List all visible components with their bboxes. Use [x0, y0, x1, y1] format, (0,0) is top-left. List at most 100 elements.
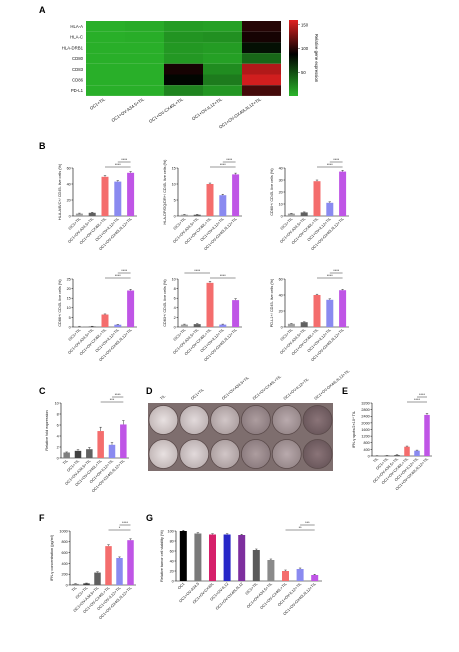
heatmap-cell	[203, 21, 242, 32]
heatmap-column-label: OC1+OV-A34.5+TIL	[111, 96, 146, 123]
bar	[86, 449, 93, 458]
panel-letter-a: A	[39, 5, 46, 15]
heatmap-cell	[164, 63, 203, 75]
y-axis-label: IFN-γ spots/2×10⁴ TIL	[352, 411, 356, 448]
bar	[313, 295, 321, 327]
bar	[219, 324, 227, 327]
y-tick-label: 0	[172, 579, 174, 583]
colorbar-tick-label: 50	[301, 70, 306, 75]
y-tick-label: 25	[67, 277, 71, 281]
significance-label: ****	[220, 163, 226, 167]
y-tick-label: 1200	[361, 435, 369, 439]
heatmap-cell	[242, 63, 281, 75]
bar	[414, 450, 420, 456]
elispot-well	[302, 439, 333, 469]
significance-label: ****	[115, 274, 121, 278]
heatmap-cell	[242, 21, 281, 32]
y-tick-label: 0	[368, 454, 370, 458]
bar	[83, 583, 90, 585]
y-tick-label: 20	[170, 569, 174, 573]
y-tick-label: 100	[167, 529, 173, 533]
y-tick-label: 60	[279, 277, 283, 281]
significance-label: ****	[327, 163, 333, 167]
heatmap-cell	[86, 42, 125, 54]
y-tick-label: 1600	[361, 428, 369, 432]
bar	[127, 290, 135, 327]
significance-label: ****	[333, 269, 339, 273]
heatmap-column-label: OC1+OV-CX40L+TIL	[148, 96, 185, 124]
x-tick-label: OC1+OV-CX40L+TIL	[260, 582, 288, 610]
y-tick-label: 2	[57, 445, 59, 449]
bar	[206, 184, 214, 216]
y-tick-label: 10	[55, 401, 59, 405]
significance-label: ***	[110, 398, 115, 402]
colorbar-tick-label: 100	[301, 46, 309, 51]
y-tick-label: 40	[67, 182, 71, 186]
bar	[114, 181, 122, 216]
y-tick-label: 40	[279, 293, 283, 297]
y-axis-label: CD83+/ CD45- live cells (%)	[163, 279, 167, 327]
bar	[287, 213, 295, 216]
bar	[300, 212, 308, 216]
heatmap-column-label: OC1+OV-IL12+TIL	[191, 96, 224, 121]
heatmap-cell	[125, 31, 164, 43]
significance-label: ****	[414, 398, 420, 402]
elispot-well	[271, 439, 302, 469]
well-column-label: OC1+OV-CX40L+TIL	[252, 375, 282, 401]
heatmap-row-label: HLA-A	[70, 24, 83, 29]
y-tick-label: 60	[67, 166, 71, 170]
bar	[108, 444, 116, 458]
bar	[180, 214, 188, 216]
bar	[339, 171, 347, 216]
bar	[72, 583, 79, 585]
y-tick-label: 80	[170, 539, 174, 543]
y-tick-label: 15	[172, 166, 176, 170]
heatmap-row-label: HLA-C	[70, 35, 83, 40]
significance-label: ****	[121, 269, 127, 273]
significance-label: ****	[226, 158, 232, 162]
y-tick-label: 5	[174, 198, 176, 202]
bar	[97, 431, 104, 458]
x-tick-label: TIL	[71, 586, 78, 593]
y-tick-label: 20	[279, 309, 283, 313]
bar	[282, 571, 289, 581]
bar	[206, 282, 214, 327]
y-tick-label: 0	[174, 325, 176, 329]
bar	[75, 326, 83, 327]
y-tick-label: 4	[174, 306, 176, 310]
y-tick-label: 0	[281, 325, 283, 329]
bar	[223, 534, 231, 581]
elispot-well	[148, 405, 179, 435]
y-axis-label: Relative tumor cell viability (%)	[160, 529, 164, 581]
colorbar-tick-label: 150	[301, 22, 309, 27]
bar	[63, 452, 70, 458]
panel-letter-e: E	[342, 386, 348, 396]
elispot-well	[271, 405, 302, 435]
y-tick-label: 30	[279, 178, 283, 182]
heatmap-cell	[242, 74, 281, 86]
y-tick-label: 2400	[361, 415, 369, 419]
bar	[193, 214, 201, 216]
y-tick-label: 400	[363, 448, 369, 452]
well-column-label: TIL	[159, 394, 166, 401]
panel-a-heatmap: HLA-A HLA-C HLA-DRB1 CD80 CD83 CD86 PD-L1 OC1+T…	[62, 20, 319, 130]
y-tick-label: 2	[174, 316, 176, 320]
y-tick-label: 0	[69, 325, 71, 329]
elispot-well	[210, 439, 240, 469]
y-tick-label: 3200	[361, 401, 369, 405]
heatmap-cell	[125, 42, 164, 54]
colorbar-label: Relative gene expression	[314, 34, 319, 83]
y-tick-label: 15	[67, 297, 71, 301]
bar	[114, 324, 122, 327]
bar	[193, 324, 201, 327]
heatmap-cell	[242, 53, 281, 64]
heatmap-cell	[86, 53, 125, 64]
heatmap-cell	[86, 21, 125, 32]
y-tick-label: 8	[57, 412, 59, 416]
significance-label: ****	[121, 158, 127, 162]
heatmap-cell	[203, 85, 242, 96]
heatmap-cell	[203, 63, 242, 75]
